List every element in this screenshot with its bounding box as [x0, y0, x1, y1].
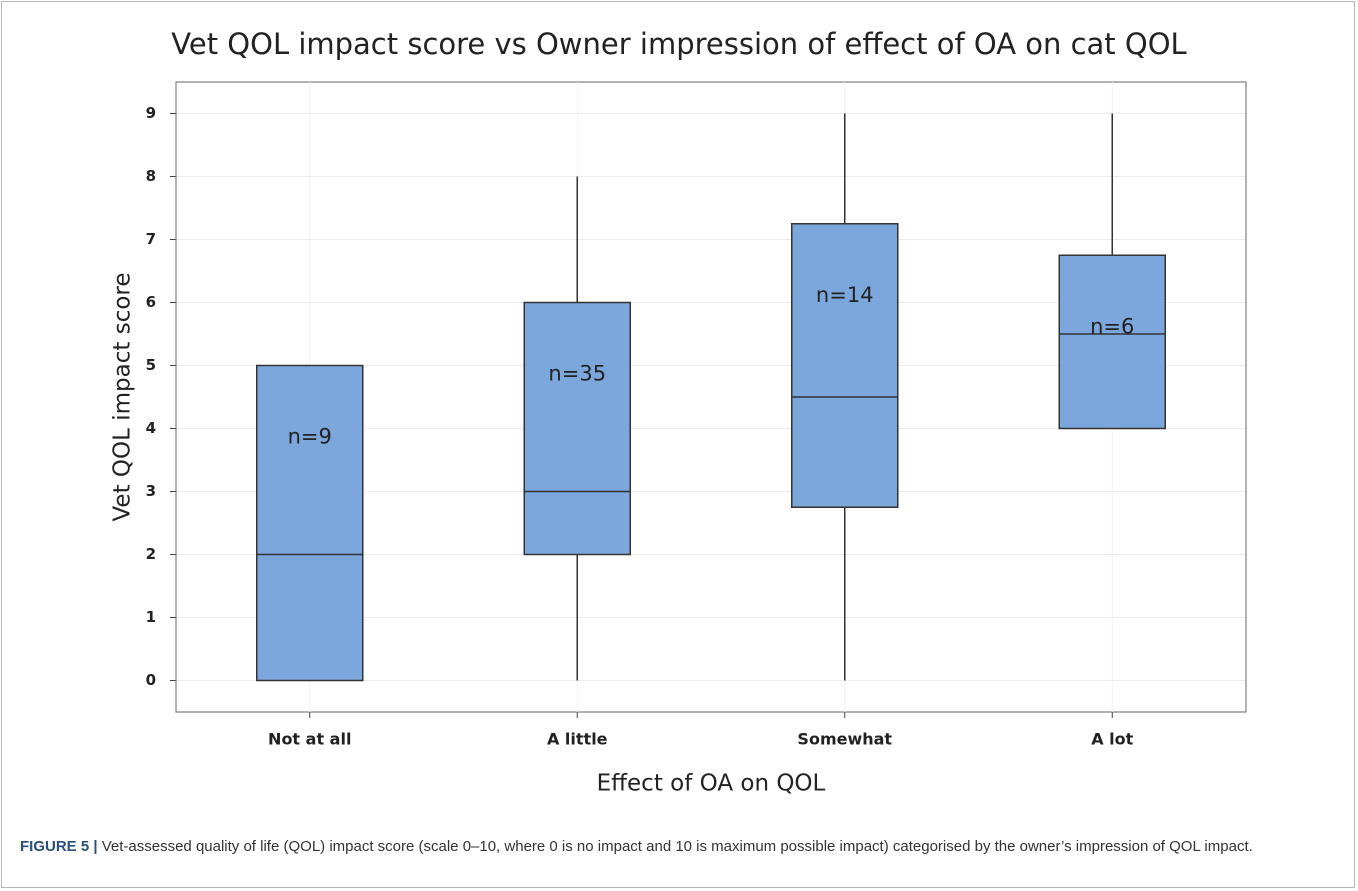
- y-tick-label: 6: [146, 293, 156, 311]
- box: [523, 301, 631, 556]
- caption-text: Vet-assessed quality of life (QOL) impac…: [101, 838, 1253, 855]
- y-tick-label: 5: [146, 356, 156, 374]
- annotation: n=14: [816, 283, 874, 307]
- x-tick-label: Not at all: [268, 730, 351, 749]
- annotation: n=6: [1090, 314, 1134, 338]
- y-tick-label: 8: [146, 167, 156, 185]
- y-tick-label: 3: [146, 482, 156, 500]
- y-tick-label: 7: [146, 230, 156, 248]
- caption: FIGURE 5 | Vet-assessed quality of life …: [20, 836, 1320, 858]
- chart-title: Vet QOL impact score vs Owner impression…: [171, 27, 1186, 61]
- x-tick-label: Somewhat: [797, 730, 892, 749]
- y-tick-label: 0: [146, 671, 156, 689]
- plot-area: [175, 81, 1247, 713]
- chart: Vet QOL impact score vs Owner impression…: [110, 27, 1247, 797]
- x-axis-label: Effect of OA on QOL: [597, 771, 826, 797]
- caption-label: FIGURE 5 |: [20, 838, 98, 855]
- box: [791, 223, 899, 508]
- box: [1058, 254, 1166, 430]
- y-tick-label: 2: [146, 545, 156, 563]
- y-tick-label: 1: [146, 608, 156, 626]
- annotation: n=35: [548, 362, 606, 386]
- x-tick-label: A lot: [1091, 730, 1133, 749]
- box: [256, 364, 364, 682]
- y-tick-label: 9: [146, 104, 156, 122]
- y-tick-label: 4: [146, 419, 156, 437]
- y-axis-label: Vet QOL impact score: [110, 272, 136, 521]
- x-tick-label: A little: [547, 730, 608, 749]
- annotation: n=9: [288, 425, 332, 449]
